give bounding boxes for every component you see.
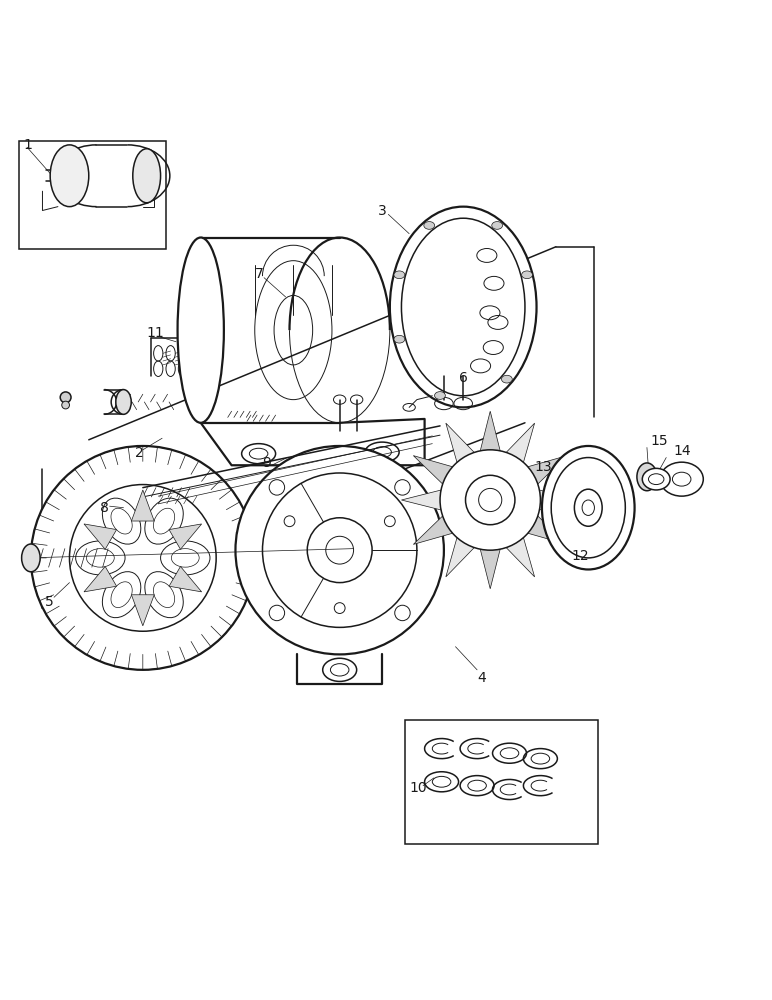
Polygon shape bbox=[169, 524, 201, 549]
Polygon shape bbox=[445, 538, 474, 577]
Polygon shape bbox=[506, 538, 534, 577]
Polygon shape bbox=[169, 566, 201, 592]
Ellipse shape bbox=[178, 238, 224, 423]
Ellipse shape bbox=[62, 401, 69, 409]
Ellipse shape bbox=[235, 446, 444, 654]
Ellipse shape bbox=[390, 207, 537, 407]
Polygon shape bbox=[413, 456, 452, 484]
Text: 14: 14 bbox=[673, 444, 691, 458]
Ellipse shape bbox=[394, 271, 405, 279]
Polygon shape bbox=[84, 524, 117, 549]
Bar bbox=[19, 141, 166, 249]
Ellipse shape bbox=[502, 375, 513, 383]
Polygon shape bbox=[528, 456, 567, 484]
Polygon shape bbox=[540, 490, 579, 510]
Bar bbox=[405, 720, 598, 844]
Text: 9: 9 bbox=[262, 456, 271, 470]
Text: 4: 4 bbox=[477, 671, 486, 685]
Text: 13: 13 bbox=[534, 460, 552, 474]
Polygon shape bbox=[480, 549, 500, 589]
Polygon shape bbox=[131, 595, 154, 626]
Text: 5: 5 bbox=[45, 595, 53, 609]
Ellipse shape bbox=[440, 450, 540, 550]
Ellipse shape bbox=[50, 145, 89, 207]
Ellipse shape bbox=[60, 392, 71, 403]
Ellipse shape bbox=[31, 446, 255, 670]
Polygon shape bbox=[506, 423, 534, 462]
Text: 10: 10 bbox=[409, 781, 427, 795]
Ellipse shape bbox=[522, 271, 533, 279]
Polygon shape bbox=[185, 253, 432, 407]
Ellipse shape bbox=[542, 446, 635, 569]
Text: 1: 1 bbox=[23, 138, 32, 152]
Ellipse shape bbox=[492, 222, 503, 229]
Ellipse shape bbox=[642, 468, 670, 490]
Ellipse shape bbox=[660, 462, 703, 496]
Polygon shape bbox=[528, 516, 567, 544]
Polygon shape bbox=[445, 423, 474, 462]
Text: 2: 2 bbox=[135, 446, 144, 460]
Ellipse shape bbox=[116, 390, 131, 414]
Text: 12: 12 bbox=[571, 549, 589, 563]
Text: 8: 8 bbox=[100, 501, 109, 515]
Ellipse shape bbox=[394, 335, 405, 343]
Text: 3: 3 bbox=[378, 204, 387, 218]
Polygon shape bbox=[84, 566, 117, 592]
Polygon shape bbox=[401, 490, 441, 510]
Text: 11: 11 bbox=[147, 326, 164, 340]
Polygon shape bbox=[480, 411, 500, 451]
Ellipse shape bbox=[133, 149, 161, 203]
Ellipse shape bbox=[22, 544, 40, 572]
Ellipse shape bbox=[637, 463, 657, 491]
Text: 7: 7 bbox=[255, 267, 263, 281]
Polygon shape bbox=[413, 516, 452, 544]
Text: 6: 6 bbox=[459, 371, 468, 385]
Text: 15: 15 bbox=[650, 434, 668, 448]
Ellipse shape bbox=[424, 222, 435, 229]
Polygon shape bbox=[131, 490, 154, 521]
Ellipse shape bbox=[435, 392, 445, 399]
